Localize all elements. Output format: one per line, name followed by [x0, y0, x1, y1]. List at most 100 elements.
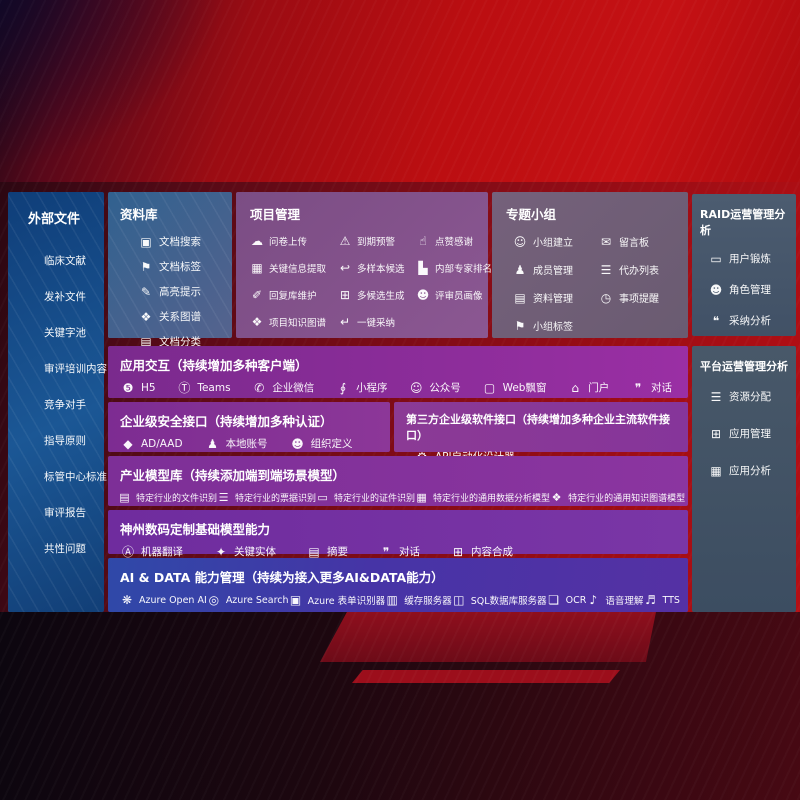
library-list: ▣ 文档搜索 ⚑ 文档标签 ✎ 高亮提示 ❖ 关系图谱 ▤ 文档分类 — [108, 223, 232, 349]
aidata-item-tts: ♬ TTS — [645, 593, 680, 607]
id-card-recognition-icon: ▭ — [317, 491, 328, 504]
enterprise-security-panel: 企业级安全接口（持续增加多种认证） ◆ AD/AAD ♟ 本地账号 ☻ 组织定义 — [108, 402, 390, 452]
speech-understanding-icon: ♪ — [589, 593, 598, 607]
shield-icon: ◆ — [123, 436, 133, 451]
qa-bubble-icon: ❝ — [712, 313, 720, 328]
project-item-multi-candidate: ⊞ 多候选生成 — [339, 288, 405, 302]
aidata-item-ocr: ❏ OCR — [548, 593, 587, 607]
sidebar-item-review-reports: 审评报告 — [44, 507, 86, 519]
aidata-item-azure-search: ◎ Azure Search — [208, 593, 289, 607]
sidebar-item-guidelines: 指导原则 — [44, 435, 86, 447]
external-files-panel: 外部文件 临床文献 发补文件 关键字池 审评培训内容 竞争对手 指导原则 标管中… — [8, 192, 107, 612]
openai-icon: ❋ — [121, 593, 133, 607]
library-panel: 资料库 ▣ 文档搜索 ⚑ 文档标签 ✎ 高亮提示 ❖ 关系图谱 ▤ 文档分类 — [108, 192, 232, 348]
sql-database-icon: ◫ — [453, 593, 465, 607]
group-item-message-board: ✉ 留言板 — [598, 234, 688, 250]
person-avatar-icon: ☻ — [416, 288, 430, 302]
official-account-icon: ☺ — [410, 380, 423, 395]
ai-data-list: ❋ Azure Open AI ◎ Azure Search ▣ Azure 表单识别… — [108, 586, 688, 607]
interaction-item-wechat-work: ✆ 企业微信 — [251, 380, 314, 395]
file-recognition-icon: ▤ — [119, 491, 130, 504]
project-item-knowledge-graph: ❖ 项目知识图谱 — [251, 315, 327, 329]
enterprise-security-title: 企业级安全接口（持续增加多种认证） — [120, 414, 333, 429]
project-item-reply-maintain: ✐ 回复库维护 — [251, 288, 317, 302]
tts-speaker-icon: ♬ — [645, 593, 656, 607]
industry-model-panel: 产业模型库（持续添加端到端场景模型） ▤ 特定行业的文件识别 ☰ 特定行业的票据识别… — [108, 456, 688, 506]
platform-analysis-list: ☰ 资源分配 ⊞ 应用管理 ▦ 应用分析 — [692, 374, 796, 478]
wechat-work-icon: ✆ — [254, 380, 265, 395]
tag-icon: ⚑ — [514, 318, 526, 333]
platform-item-app-manage: ⊞ 应用管理 — [708, 426, 796, 441]
cloud-upload-icon: ☁ — [251, 234, 263, 248]
info-extract-icon: ▦ — [251, 261, 263, 275]
thumbs-up-icon: ☝ — [419, 234, 427, 248]
topic-groups-grid: ☺ 小组建立 ✉ 留言板 ♟ 成员管理 ☰ 代办列表 ▤ 资料管理 ◷ 事项提醒 ⚑ 小组标签 — [492, 223, 688, 334]
bbs-bubble-icon: ✉ — [600, 234, 612, 249]
project-item-like-thanks: ☝ 点赞感谢 — [416, 234, 492, 248]
resource-list-icon: ☰ — [710, 389, 722, 404]
library-item-relation-graph: ❖ 关系图谱 — [138, 309, 232, 324]
browser-window-icon: ▢ — [483, 380, 496, 395]
raid-analysis-title: RAID运营管理分析 — [700, 208, 786, 237]
sidebar-item-keyword-pool: 关键字池 — [44, 327, 86, 339]
basemodel-item-summary: ▤ 摘要 — [306, 544, 348, 559]
project-item-one-click-adopt: ↵ 一键采纳 — [339, 315, 396, 329]
topic-groups-title: 专题小组 — [506, 207, 557, 222]
raid-analysis-panel: RAID运营管理分析 ▭用户锻炼 ☻角色管理 ❝采纳分析 ↗问题趋势 — [692, 194, 796, 358]
base-model-title: 神州数码定制基础模型能力 — [120, 522, 271, 537]
app-chart-icon: ▦ — [710, 463, 722, 478]
group-item-member-manage: ♟ 成员管理 — [512, 262, 598, 278]
aidata-item-form-recognizer: ▣ Azure 表单识别器 — [289, 593, 386, 607]
industry-item-file-recog: ▤ 特定行业的文件识别 — [119, 491, 218, 504]
raid-item-adoption-analysis: ❝ 采纳分析 — [708, 313, 796, 328]
project-item-due-warning: ⚠ 到期预警 — [339, 234, 396, 248]
basemodel-item-key-entity: ✦ 关键实体 — [213, 544, 276, 559]
base-model-panel: 神州数码定制基础模型能力 Ⓐ 机器翻译 ✦ 关键实体 ▤ 摘要 ❞ 对话 ⊞ 内容合成 — [108, 510, 688, 558]
project-item-multi-sample: ↩ 多样本候选 — [339, 261, 405, 275]
group-item-material-manage: ▤ 资料管理 — [512, 290, 598, 306]
project-item-questionnaire-upload: ☁ 问卷上传 — [251, 234, 308, 248]
knowledge-graph-icon: ❖ — [251, 315, 263, 329]
interaction-item-web-popup: ▢ Web飘窗 — [482, 380, 547, 395]
grid-generate-icon: ⊞ — [339, 288, 351, 302]
group-people-icon: ☺ — [513, 234, 527, 249]
sidebar-item-review-training: 审评培训内容 — [44, 363, 107, 375]
material-book-icon: ▤ — [514, 290, 526, 305]
highlight-pen-icon: ✎ — [140, 284, 152, 299]
sidebar-item-supplement-files: 发补文件 — [44, 291, 86, 303]
raid-item-role-manage: ☻ 角色管理 — [709, 282, 771, 297]
interaction-item-h5: ❺ H5 — [120, 382, 156, 394]
app-interaction-panel: 应用交互（持续增加多种客户端） ❺ H5 Ⓣ Teams ✆ 企业微信 ∮ 小程序 ☺ 公… — [108, 346, 688, 398]
interaction-item-dialog: ❞ 对话 — [630, 380, 672, 395]
app-interaction-title: 应用交互（持续增加多种客户端） — [120, 358, 308, 373]
industry-item-data-model: ▦ 特定行业的通用数据分析模型 — [416, 491, 551, 504]
portal-icon: ⌂ — [571, 380, 580, 395]
aidata-item-azure-openai: ❋ Azure Open AI — [121, 593, 207, 607]
app-interaction-list: ❺ H5 Ⓣ Teams ✆ 企业微信 ∮ 小程序 ☺ 公众号 ▢ Web飘窗 ⌂ 门户 ❞ 对… — [108, 374, 688, 395]
ocr-icon: ❏ — [548, 593, 559, 607]
library-item-doc-search: ▣ 文档搜索 — [138, 234, 232, 249]
cache-server-icon: ▥ — [386, 593, 398, 607]
local-account-icon: ♟ — [207, 436, 218, 451]
teams-icon: Ⓣ — [178, 380, 191, 395]
clipboard-list-icon: ☰ — [600, 262, 612, 277]
industry-model-title: 产业模型库（持续添加端到端场景模型） — [120, 468, 346, 483]
raid-analysis-list: ▭用户锻炼 ☻角色管理 ❝采纳分析 ↗问题趋势 — [692, 238, 796, 359]
logo-trapezoid-shape — [320, 612, 656, 662]
dialog-people-icon: ❞ — [634, 380, 642, 395]
enterprise-security-list: ◆ AD/AAD ♟ 本地账号 ☻ 组织定义 — [108, 430, 390, 451]
bell-icon: ◷ — [600, 290, 612, 305]
industry-item-id-recog: ▭ 特定行业的证件识别 — [317, 491, 416, 504]
basemodel-item-content-compose: ⊞ 内容合成 — [450, 544, 513, 559]
member-add-icon: ♟ — [514, 262, 526, 277]
project-item-key-info-extract: ▦ 关键信息提取 — [251, 261, 327, 275]
project-item-expert-ranking: ▙ 内部专家排名 — [416, 261, 492, 275]
ai-data-title: AI & DATA 能力管理（持续为接入更多AI&DATA能力） — [120, 570, 444, 585]
adopt-arrow-icon: ↵ — [339, 315, 351, 329]
platform-analysis-panel: 平台运营管理分析 ☰ 资源分配 ⊞ 应用管理 ▦ 应用分析 — [692, 346, 796, 612]
industry-item-knowledge-model: ❖ 特定行业的通用知识图谱模型 — [551, 491, 686, 504]
library-item-doc-category: ▤ 文档分类 — [138, 334, 232, 349]
chat-bubble-icon: ❞ — [382, 544, 390, 559]
project-management-title: 项目管理 — [250, 207, 301, 222]
